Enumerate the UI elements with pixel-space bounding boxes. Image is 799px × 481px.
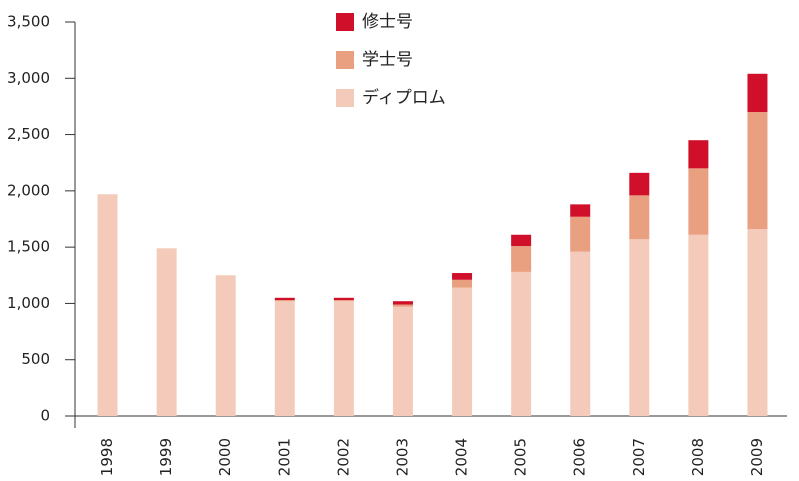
x-tick-label: 2005 <box>512 438 530 476</box>
y-tick-label: 0 <box>40 407 50 425</box>
bar-segment <box>570 216 591 252</box>
bar-segment <box>215 275 236 416</box>
bar-segment <box>274 301 295 416</box>
legend-swatch <box>336 13 354 31</box>
bar-segment <box>392 304 413 307</box>
x-tick-label: 2009 <box>748 438 766 476</box>
x-tick-label: 1998 <box>98 438 116 476</box>
bar-segment <box>274 297 295 301</box>
legend-swatch <box>336 51 354 69</box>
bar-segment <box>97 194 118 416</box>
bar-segment <box>452 287 473 416</box>
bar-segment <box>747 73 768 113</box>
legend-label: ディプロム <box>362 87 446 108</box>
bar-segment <box>156 248 177 416</box>
bar-segment <box>570 204 591 217</box>
x-tick-label: 2008 <box>689 438 707 476</box>
y-tick-label: 1,000 <box>7 294 50 312</box>
bar-segment <box>629 172 650 196</box>
bar-segment <box>629 239 650 416</box>
bar-segment <box>570 251 591 416</box>
x-tick-label: 2001 <box>275 438 293 476</box>
legend-swatch <box>336 89 354 107</box>
bar-segment <box>452 279 473 288</box>
x-tick-label: 2002 <box>334 438 352 476</box>
legend-label: 学士号 <box>362 50 413 70</box>
x-tick-label: 2004 <box>453 438 471 476</box>
x-tick-label: 2000 <box>216 438 234 476</box>
bar-segment <box>392 301 413 305</box>
y-tick-label: 3,000 <box>7 69 50 87</box>
bar-segment <box>333 297 354 301</box>
x-tick-label: 2006 <box>571 438 589 476</box>
bar-segment <box>511 271 532 416</box>
bar-segment <box>511 246 532 272</box>
bar-segment <box>747 112 768 230</box>
x-tick-label: 1999 <box>157 438 175 476</box>
bar-segment <box>452 273 473 280</box>
bar-segment <box>392 306 413 416</box>
y-tick-label: 500 <box>21 350 50 368</box>
x-tick-label: 2003 <box>393 438 411 476</box>
y-tick-label: 1,500 <box>7 238 50 256</box>
x-tick-label: 2007 <box>630 438 648 476</box>
bar-segment <box>333 301 354 416</box>
bar-segment <box>688 140 709 169</box>
bar-segment <box>274 300 295 302</box>
bar-segment <box>688 234 709 416</box>
legend-label: 修士号 <box>362 12 413 32</box>
bar-segment <box>747 229 768 416</box>
y-tick-label: 2,000 <box>7 181 50 199</box>
y-tick-label: 2,500 <box>7 125 50 143</box>
bar-segment <box>511 234 532 247</box>
bar-segment <box>629 195 650 240</box>
bar-segment <box>688 168 709 235</box>
bar-segment <box>333 300 354 302</box>
y-tick-label: 3,500 <box>7 13 50 31</box>
